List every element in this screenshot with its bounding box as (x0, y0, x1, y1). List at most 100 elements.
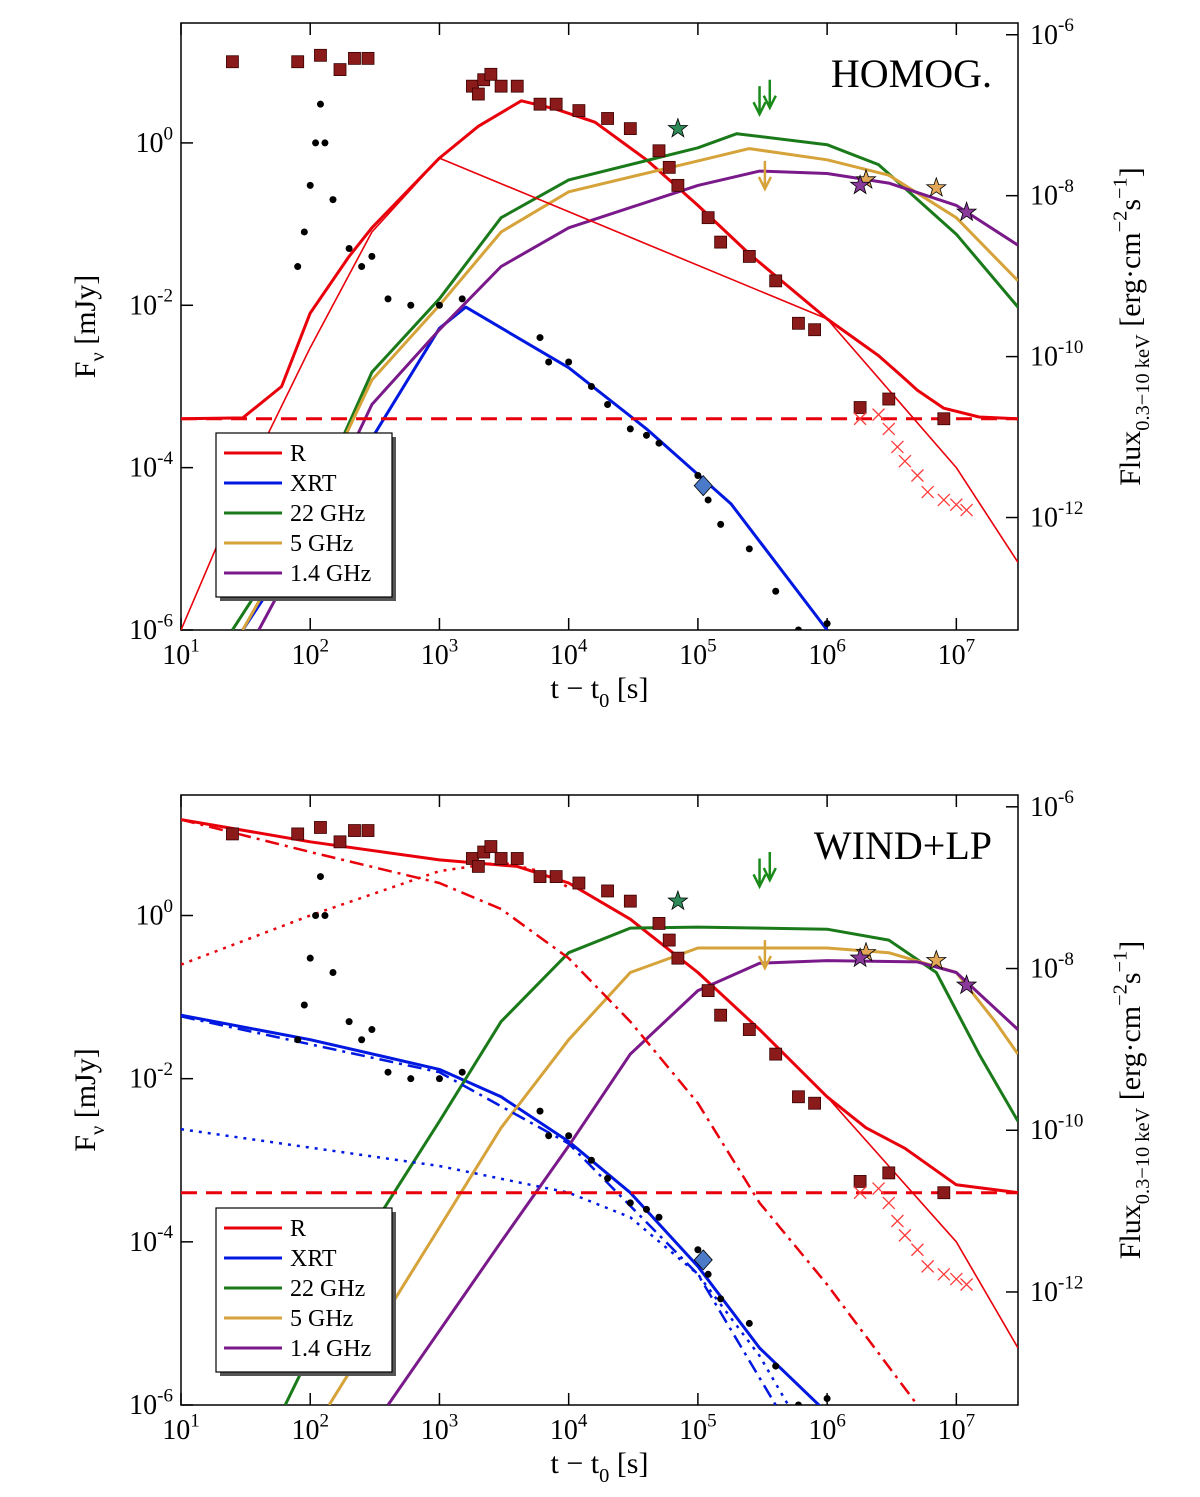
data-point (745, 1319, 753, 1327)
data-point (348, 51, 361, 65)
data-point (333, 835, 347, 849)
upper-limit (762, 79, 777, 111)
legend-label: 5 GHz (290, 531, 353, 557)
data-point (484, 67, 498, 81)
data-point (823, 620, 831, 628)
data-point (358, 263, 366, 271)
data-point (314, 821, 327, 834)
annotation: WIND+LP (814, 823, 992, 868)
data-point (291, 827, 305, 841)
x-tick-label: 103 (421, 635, 459, 671)
data-point (794, 626, 802, 630)
data-point (808, 323, 821, 337)
x-tick-label: 102 (291, 1410, 329, 1446)
data-point (772, 1362, 780, 1370)
model-curve (181, 818, 1018, 1195)
data-point (321, 912, 329, 920)
data-point (587, 382, 595, 390)
data-point (536, 1107, 544, 1115)
data-point (642, 431, 650, 439)
x-tick-label: 107 (938, 1410, 976, 1446)
data-point (358, 1036, 366, 1044)
x-tick-label: 103 (421, 1410, 459, 1446)
x-tick-label: 106 (808, 1410, 846, 1446)
data-point (572, 876, 586, 890)
data-point (882, 422, 896, 436)
data-point (671, 178, 685, 192)
data-point (849, 174, 871, 195)
data-point (872, 408, 886, 422)
data-point (484, 840, 498, 853)
data-point (471, 859, 485, 873)
data-point (937, 412, 951, 426)
data-point (960, 1278, 974, 1291)
data-point (921, 485, 935, 499)
upper-limit (757, 940, 773, 971)
upper-limit (752, 858, 767, 890)
data-point (533, 870, 547, 883)
model-curve (181, 1013, 822, 1405)
data-point (321, 139, 329, 147)
data-point (662, 933, 676, 947)
data-point (853, 412, 867, 426)
data-point (545, 1132, 553, 1140)
data-point (925, 176, 947, 197)
x-tick-label: 105 (679, 1410, 717, 1446)
x-tick-label: 101 (162, 635, 200, 671)
data-point (435, 1075, 443, 1083)
data-point (701, 211, 715, 225)
y-tick-label: 10-2 (129, 1059, 173, 1095)
data-point (714, 1008, 728, 1022)
data-point (316, 100, 324, 108)
y2-tick-label: 10-10 (1030, 1111, 1083, 1147)
data-point (312, 139, 320, 147)
data-point (494, 79, 508, 93)
data-point (291, 55, 305, 69)
data-point (226, 55, 239, 69)
data-point (407, 1075, 415, 1083)
data-point (510, 79, 524, 93)
data-point (890, 1214, 904, 1228)
data-point (407, 301, 415, 309)
data-point (853, 1175, 867, 1188)
legend (215, 1207, 393, 1373)
data-point (694, 1246, 702, 1254)
y-tick-label: 10-4 (129, 1222, 173, 1258)
data-point (808, 1096, 821, 1110)
data-point (701, 984, 715, 998)
data-point (693, 1249, 713, 1271)
y-axis-label: Fν [mJy] (69, 1048, 109, 1151)
data-point (494, 852, 508, 865)
data-point (853, 401, 867, 414)
legend (215, 432, 393, 598)
data-point (742, 250, 756, 263)
data-point (348, 824, 361, 837)
data-point (910, 1243, 924, 1257)
y2-axis-label: Flux0.3−10 keV [erg·cm−2s−1] (1110, 167, 1155, 485)
data-point (604, 1174, 612, 1182)
plot-frame (180, 22, 1019, 631)
data-point (745, 545, 753, 553)
data-point (316, 873, 324, 881)
data-point (565, 1132, 573, 1140)
data-point (882, 1196, 896, 1210)
data-point (769, 1047, 783, 1061)
y-tick-label: 10-2 (129, 286, 173, 322)
upper-limit (762, 852, 777, 883)
data-point (872, 1182, 886, 1196)
data-point (626, 425, 634, 433)
data-point (300, 1001, 308, 1009)
legend-label: 22 GHz (290, 501, 365, 527)
data-point (536, 334, 544, 342)
data-point (704, 496, 712, 504)
data-point (882, 1166, 896, 1180)
y2-axis-label: Flux0.3−10 keV [erg·cm−2s−1] (1110, 941, 1155, 1259)
legend-label: 1.4 GHz (290, 1336, 371, 1362)
data-point (655, 439, 663, 447)
data-point (533, 97, 547, 111)
y2-tick-label: 10-6 (1030, 15, 1074, 51)
data-point (772, 587, 780, 595)
legend-label: XRT (290, 471, 337, 497)
data-point (368, 252, 376, 260)
